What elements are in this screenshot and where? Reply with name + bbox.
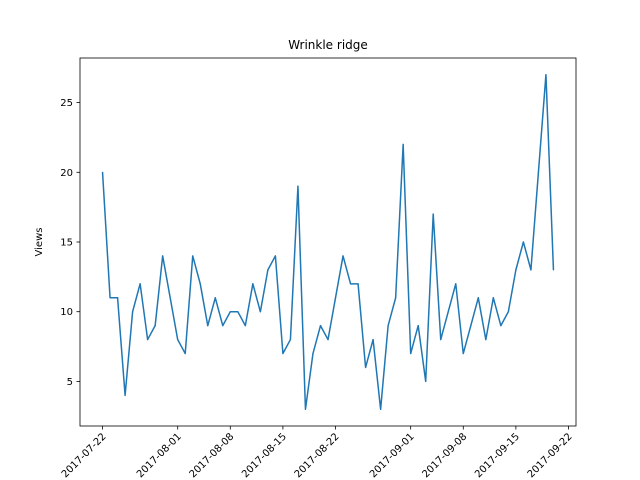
data-point [372, 338, 374, 341]
data-point [334, 297, 337, 299]
data-point [199, 283, 201, 285]
data-point [425, 380, 427, 382]
y-tick-label: 10 [60, 307, 73, 318]
data-point [485, 338, 487, 341]
data-point [244, 325, 246, 327]
y-axis-label: Views [34, 228, 45, 257]
data-point [364, 366, 367, 369]
data-point [410, 352, 412, 355]
chart-title: Wrinkle ridge [288, 38, 368, 52]
data-point [312, 352, 314, 355]
data-point [282, 352, 284, 355]
data-point [417, 325, 419, 327]
data-point [177, 338, 179, 341]
data-point [470, 325, 472, 327]
data-point [259, 311, 261, 313]
data-point [500, 325, 502, 327]
data-point [252, 283, 254, 285]
data-point [380, 408, 382, 410]
data-point [274, 255, 276, 257]
data-point [116, 297, 119, 299]
series-line-views [101, 73, 555, 411]
data-point [109, 297, 111, 299]
data-point [432, 213, 434, 215]
x-tick-label: 2017-09-08 [421, 431, 470, 480]
x-tick-label: 2017-09-15 [473, 431, 522, 480]
data-point [304, 408, 307, 410]
data-point [139, 283, 141, 285]
data-point [552, 269, 555, 271]
data-point [169, 297, 171, 299]
data-point [402, 143, 404, 146]
data-point [184, 352, 186, 355]
x-tick-label: 2017-07-22 [60, 431, 109, 480]
data-point [440, 338, 442, 341]
data-point [222, 325, 224, 327]
y-tick-label: 20 [60, 168, 73, 179]
data-point [154, 325, 156, 327]
y-tick-label: 15 [60, 238, 73, 249]
data-point [395, 297, 397, 299]
data-point [507, 311, 509, 313]
data-point [515, 269, 517, 271]
data-point [387, 325, 389, 327]
data-point [545, 74, 547, 76]
data-point [297, 185, 299, 187]
data-point [342, 255, 344, 257]
data-point [207, 325, 209, 327]
y-axis: 5 10 15 20 25 [60, 98, 80, 388]
data-point [477, 297, 479, 299]
data-point [229, 311, 231, 313]
data-point [492, 297, 494, 299]
data-point [162, 255, 164, 257]
data-point [530, 269, 532, 271]
x-tick-label: 2017-08-22 [293, 431, 342, 480]
x-tick-label: 2017-08-08 [188, 431, 237, 480]
y-tick-label: 5 [67, 377, 73, 388]
data-point [237, 311, 239, 313]
data-point [455, 283, 457, 285]
y-tick-label: 25 [60, 98, 73, 109]
data-point [101, 171, 104, 173]
x-tick-label: 2017-09-22 [526, 431, 575, 480]
plot-frame [79, 57, 577, 427]
x-tick-label: 2017-09-01 [368, 431, 417, 480]
data-point [447, 311, 449, 313]
data-point [289, 338, 292, 341]
series-group [101, 73, 555, 411]
data-point [147, 338, 149, 341]
data-point [462, 352, 464, 355]
data-point [537, 171, 540, 173]
data-point [349, 283, 352, 285]
data-point [132, 311, 134, 313]
data-point [319, 325, 322, 327]
data-point [327, 338, 329, 341]
x-tick-label: 2017-08-15 [240, 431, 289, 480]
x-tick-label: 2017-08-01 [135, 431, 184, 480]
data-point [267, 269, 269, 271]
data-point [214, 297, 216, 299]
data-point [192, 255, 194, 257]
data-point [522, 241, 524, 243]
data-point [357, 283, 359, 285]
data-point [124, 394, 126, 396]
x-axis: 2017-07-22 2017-08-01 2017-08-08 2017-08-15… [60, 426, 575, 480]
